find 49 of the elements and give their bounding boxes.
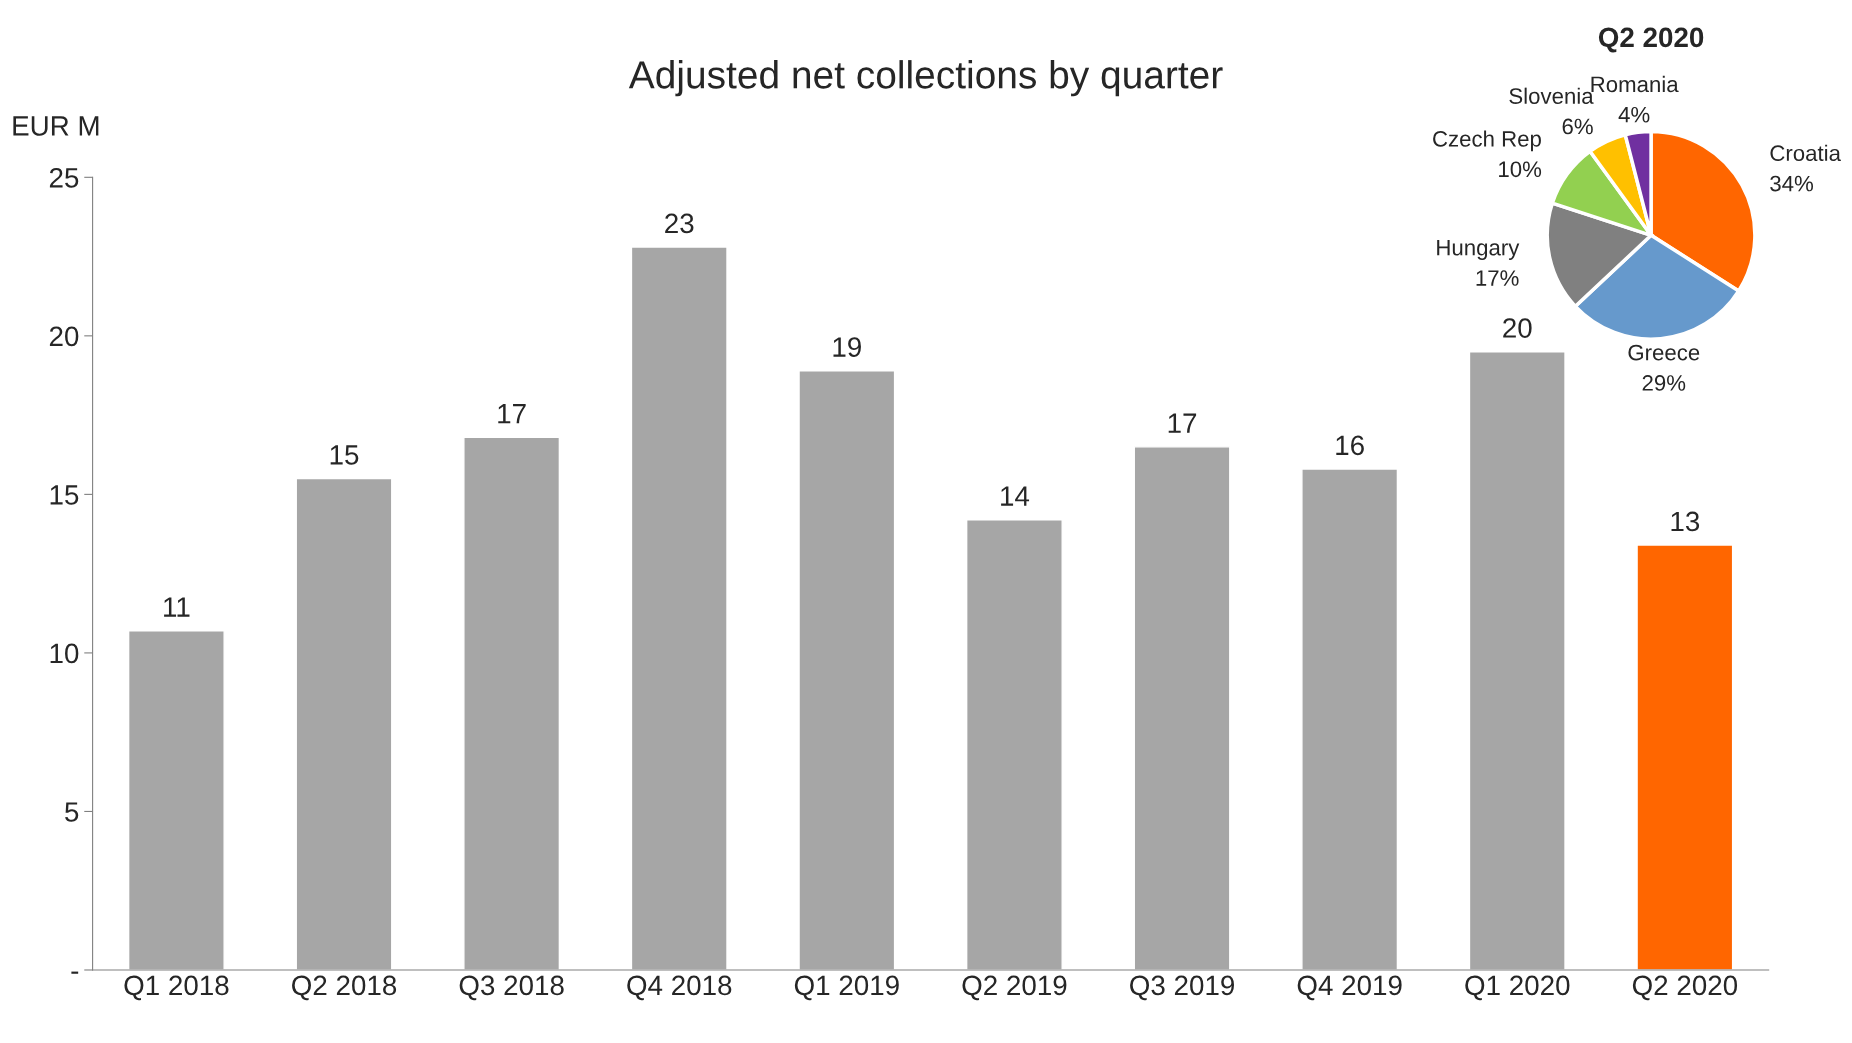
data-label: 17 xyxy=(1168,413,1197,433)
chart-title: Adjusted net collections by quarter xyxy=(628,60,1223,97)
y-tick-label: 5 xyxy=(65,802,79,822)
bar xyxy=(1468,351,1566,970)
data-label: 17% xyxy=(1476,270,1519,286)
x-tick-label: Q2 2020 xyxy=(1632,975,1738,1001)
bar xyxy=(1133,446,1231,970)
y-axis-title: EUR M xyxy=(13,116,99,136)
slice-label: Greece xyxy=(1628,344,1700,361)
bar xyxy=(630,246,728,970)
bar xyxy=(965,519,1063,970)
x-tick-label: Q2 2019 xyxy=(962,975,1067,1001)
bar xyxy=(798,370,896,970)
data-label: 16 xyxy=(1336,435,1364,456)
y-tick-label: 20 xyxy=(49,326,79,347)
y-tick-label: - xyxy=(71,971,79,974)
bar xyxy=(1301,468,1399,970)
data-label: 4% xyxy=(1618,106,1650,123)
data-label: 29% xyxy=(1642,375,1686,391)
chart-title: Q2 2020 xyxy=(1598,27,1704,53)
y-tick-label: 15 xyxy=(50,485,79,505)
x-tick-label: Q4 2019 xyxy=(1297,975,1402,1001)
data-label: 6% xyxy=(1562,118,1593,135)
slice-label: Czech Rep xyxy=(1433,130,1541,152)
bar xyxy=(295,477,393,970)
data-label: 15 xyxy=(330,445,359,465)
data-label: 20 xyxy=(1503,318,1532,338)
y-tick-label: 10 xyxy=(50,643,79,664)
data-label: 14 xyxy=(1001,486,1030,506)
data-label: 34% xyxy=(1770,175,1813,192)
x-tick-label: Q4 2018 xyxy=(627,975,732,1001)
x-tick-label: Q3 2019 xyxy=(1130,975,1235,1001)
x-tick-label: Q3 2018 xyxy=(459,975,564,1001)
x-tick-label: Q1 2019 xyxy=(794,975,899,1001)
data-label: 13 xyxy=(1671,511,1700,532)
slice-label: Croatia xyxy=(1770,144,1841,162)
data-label: 11 xyxy=(164,597,190,617)
data-label: 19 xyxy=(833,337,861,357)
data-label: 17 xyxy=(498,404,526,424)
x-tick-label: Q1 2020 xyxy=(1465,975,1570,1001)
data-label: 10% xyxy=(1499,161,1542,178)
data-label: 23 xyxy=(665,213,694,234)
slice-label: Hungary xyxy=(1437,240,1520,260)
x-tick-label: Q1 2018 xyxy=(124,975,229,1001)
x-tick-label: Q2 2018 xyxy=(292,975,397,1001)
bar xyxy=(463,436,561,970)
bar xyxy=(127,630,225,970)
bar xyxy=(1636,544,1734,970)
y-tick-label: 25 xyxy=(49,167,79,188)
